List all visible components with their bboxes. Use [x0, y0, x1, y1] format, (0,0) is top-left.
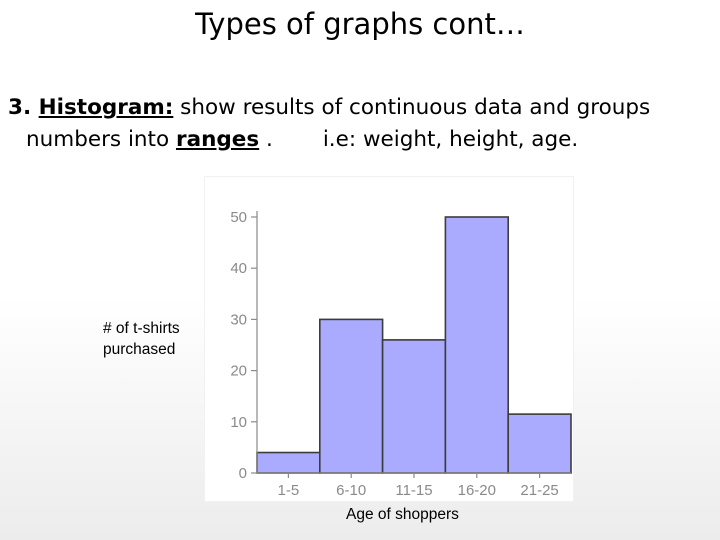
- y-tick-label: 0: [239, 465, 247, 482]
- y-axis-label: # of t-shirts purchased: [103, 318, 213, 360]
- histogram-bar: [319, 318, 384, 474]
- body-line-1: 3. Histogram: show results of continuous…: [8, 92, 714, 124]
- x-tick-label: 6-10: [336, 482, 366, 499]
- y-tick-label: 40: [230, 260, 247, 277]
- x-tick-label: 21-25: [520, 482, 558, 499]
- histogram-bar: [444, 216, 509, 474]
- body-line-2: numbers into ranges . i.e: weight, height…: [8, 124, 714, 156]
- x-tick-label: 11-15: [395, 482, 432, 499]
- histogram-term: Histogram:: [38, 95, 174, 120]
- histogram-bar: [256, 451, 321, 474]
- y-axis-label-line-1: # of t-shirts: [103, 320, 180, 337]
- definition-period: .: [259, 127, 273, 152]
- slide-title: Types of graphs cont…: [195, 7, 525, 41]
- y-tick-label: 50: [230, 209, 247, 226]
- y-tick-label: 10: [230, 414, 247, 431]
- ranges-term: ranges: [175, 127, 260, 152]
- histogram-chart: 0 10 20 30 40 50 1-5 6-10 11-15 16-20 21-25: [204, 176, 574, 502]
- histogram-bar: [507, 413, 572, 474]
- histogram-svg: 0 10 20 30 40 50 1-5 6-10 11-15 16-20 21-25: [230, 209, 572, 499]
- y-tick-label: 20: [230, 363, 247, 380]
- x-axis-label: Age of shoppers: [346, 506, 459, 523]
- definition-text-cont: numbers into: [26, 127, 176, 152]
- body-text: 3. Histogram: show results of continuous…: [8, 92, 714, 156]
- x-tick-label: 16-20: [458, 482, 496, 499]
- examples-text: i.e: weight, height, age.: [322, 127, 579, 152]
- item-number: 3.: [8, 95, 39, 120]
- x-tick-label: 1-5: [278, 482, 300, 499]
- y-axis-label-line-2: purchased: [103, 341, 176, 358]
- y-tick-label: 30: [230, 311, 247, 328]
- definition-text: show results of continuous data and grou…: [173, 95, 651, 120]
- histogram-bar: [381, 339, 447, 474]
